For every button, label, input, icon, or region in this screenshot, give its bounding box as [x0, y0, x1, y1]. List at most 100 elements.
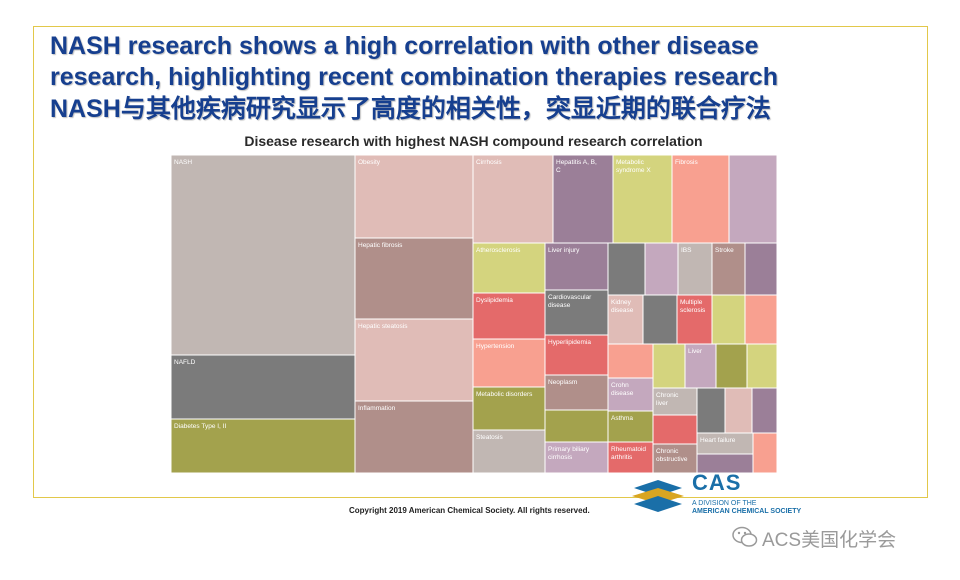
treemap-cell: Inflammation [354, 400, 474, 474]
treemap-cell-label: Neoplasm [548, 379, 577, 386]
slide-frame [33, 26, 928, 498]
treemap-cell-label: Obesity [358, 159, 381, 166]
treemap-cell-rect [354, 237, 474, 320]
treemap-cell [728, 154, 778, 244]
treemap-cell-rect [170, 154, 356, 356]
treemap-cell-label: Chronic obstructive [656, 448, 688, 463]
cas-logo-icon [632, 480, 684, 512]
headline-line-3: NASH与其他疾病研究显示了高度的相关性，突显近期的联合疗法 [50, 95, 771, 123]
treemap-cell-rect [472, 154, 554, 244]
headline-line-2: research, highlighting recent combinatio… [50, 63, 778, 91]
treemap-cell [744, 294, 778, 345]
treemap-cell-rect [354, 318, 474, 402]
treemap-cell: Hyperlipidemia [544, 334, 609, 376]
treemap-cell [696, 387, 726, 434]
treemap-cell: Obesity [354, 154, 474, 239]
headline-line-1: NASH research shows a high correlation w… [50, 32, 759, 60]
treemap-cell: Metabolic disorders [472, 386, 546, 431]
treemap-cell-rect [728, 154, 778, 244]
treemap-cell [652, 343, 686, 389]
treemap-cell-label: Crohn disease [611, 382, 634, 397]
treemap-cell [746, 343, 778, 389]
treemap-cell-label: Liver injury [548, 247, 580, 254]
treemap-cell-rect [744, 242, 778, 296]
treemap-cell: Crohn disease [607, 377, 654, 412]
treemap-cell-rect [724, 387, 753, 434]
treemap-cell: Cirrhosis [472, 154, 554, 244]
treemap-cell-rect [472, 386, 546, 431]
cas-division-line-2: AMERICAN CHEMICAL SOCIETY [692, 508, 802, 515]
treemap-cell: Hypertension [472, 338, 546, 388]
treemap-cell-rect [696, 453, 754, 474]
treemap-cell: Primary biliary cirrhosis [544, 441, 609, 474]
treemap-cell [642, 294, 678, 345]
treemap-cell [744, 242, 778, 296]
treemap-cell-rect [652, 387, 698, 416]
treemap-cell-rect [652, 443, 698, 474]
treemap-cell: Fibrosis [671, 154, 730, 244]
treemap-cell-label: Chronic liver [656, 392, 679, 407]
treemap-cell-rect [354, 154, 474, 239]
treemap-cell: Cardiovascular disease [544, 289, 609, 336]
treemap-cell-rect [607, 294, 644, 345]
treemap-cell-rect [671, 154, 730, 244]
treemap-cell-rect [652, 414, 698, 445]
treemap-cell: Metabolic syndrome X [612, 154, 673, 244]
treemap-cell-rect [472, 429, 546, 474]
cas-division-line-1: A DIVISION OF THE [692, 500, 757, 507]
treemap-cell-rect [746, 343, 778, 389]
treemap-cell: Multiple sclerosis [676, 294, 713, 345]
wechat-icon [732, 526, 758, 547]
treemap-cell-label: NAFLD [174, 359, 196, 366]
treemap-cell: Heart failure [696, 432, 754, 455]
treemap-cell: NAFLD [170, 354, 356, 420]
treemap-cell-label: Stroke [715, 247, 734, 254]
treemap-cell: Dyslipidemia [472, 292, 546, 340]
treemap-cell-rect [607, 343, 654, 379]
treemap-cell: Chronic liver [652, 387, 698, 416]
treemap-cell-label: Cirrhosis [476, 159, 502, 166]
treemap-cell [751, 387, 778, 434]
treemap-cell-rect [544, 441, 609, 474]
treemap-cell: Liver [684, 343, 717, 389]
treemap-cell-label: Hyperlipidemia [548, 339, 591, 346]
treemap-cell-label: Heart failure [700, 437, 736, 444]
treemap-cell-label: Rheumatoid arthritis [611, 446, 646, 461]
treemap-cell-rect [652, 343, 686, 389]
treemap-cell-label: Steatosis [476, 434, 503, 441]
treemap-cell-label: Hepatic fibrosis [358, 242, 403, 249]
treemap-cell: Kidney disease [607, 294, 644, 345]
treemap-cell [711, 294, 746, 345]
treemap-cell-rect [544, 374, 609, 411]
treemap-cell-rect [612, 154, 673, 244]
treemap-cell-label: Hepatitis A, B, C [556, 159, 597, 174]
treemap-cell [715, 343, 748, 389]
treemap-cell: Rheumatoid arthritis [607, 441, 654, 474]
treemap-cell-label: Asthma [611, 415, 633, 422]
treemap-cell: NASH [170, 154, 356, 356]
treemap-cell: Diabetes Type I, II [170, 418, 356, 474]
treemap-cell: Stroke [711, 242, 746, 296]
treemap-cell [652, 414, 698, 445]
treemap-cell: Asthma [607, 410, 654, 443]
treemap-cell-label: Fibrosis [675, 159, 699, 166]
treemap-cell [607, 242, 646, 296]
treemap-cell: Liver injury [544, 242, 609, 291]
treemap-cell [696, 453, 754, 474]
treemap-cell-rect [472, 292, 546, 340]
treemap-cell-label: Hepatic steatosis [358, 323, 408, 330]
treemap-cell-label: Diabetes Type I, II [174, 423, 226, 430]
treemap-cell-rect [354, 400, 474, 474]
treemap-cell [752, 432, 778, 474]
treemap-cell [644, 242, 679, 296]
treemap-cell: Chronic obstructive [652, 443, 698, 474]
treemap-cell-rect [752, 432, 778, 474]
treemap-cell-label: Hypertension [476, 343, 515, 350]
treemap-cell-rect [170, 354, 356, 420]
chart-title: Disease research with highest NASH compo… [244, 133, 703, 149]
treemap-cell-label: Kidney disease [611, 299, 634, 314]
treemap-cell-rect [544, 409, 609, 443]
treemap-cell-label: Metabolic disorders [476, 391, 533, 398]
treemap-cell: IBS [677, 242, 713, 296]
treemap-cell: Hepatic steatosis [354, 318, 474, 402]
